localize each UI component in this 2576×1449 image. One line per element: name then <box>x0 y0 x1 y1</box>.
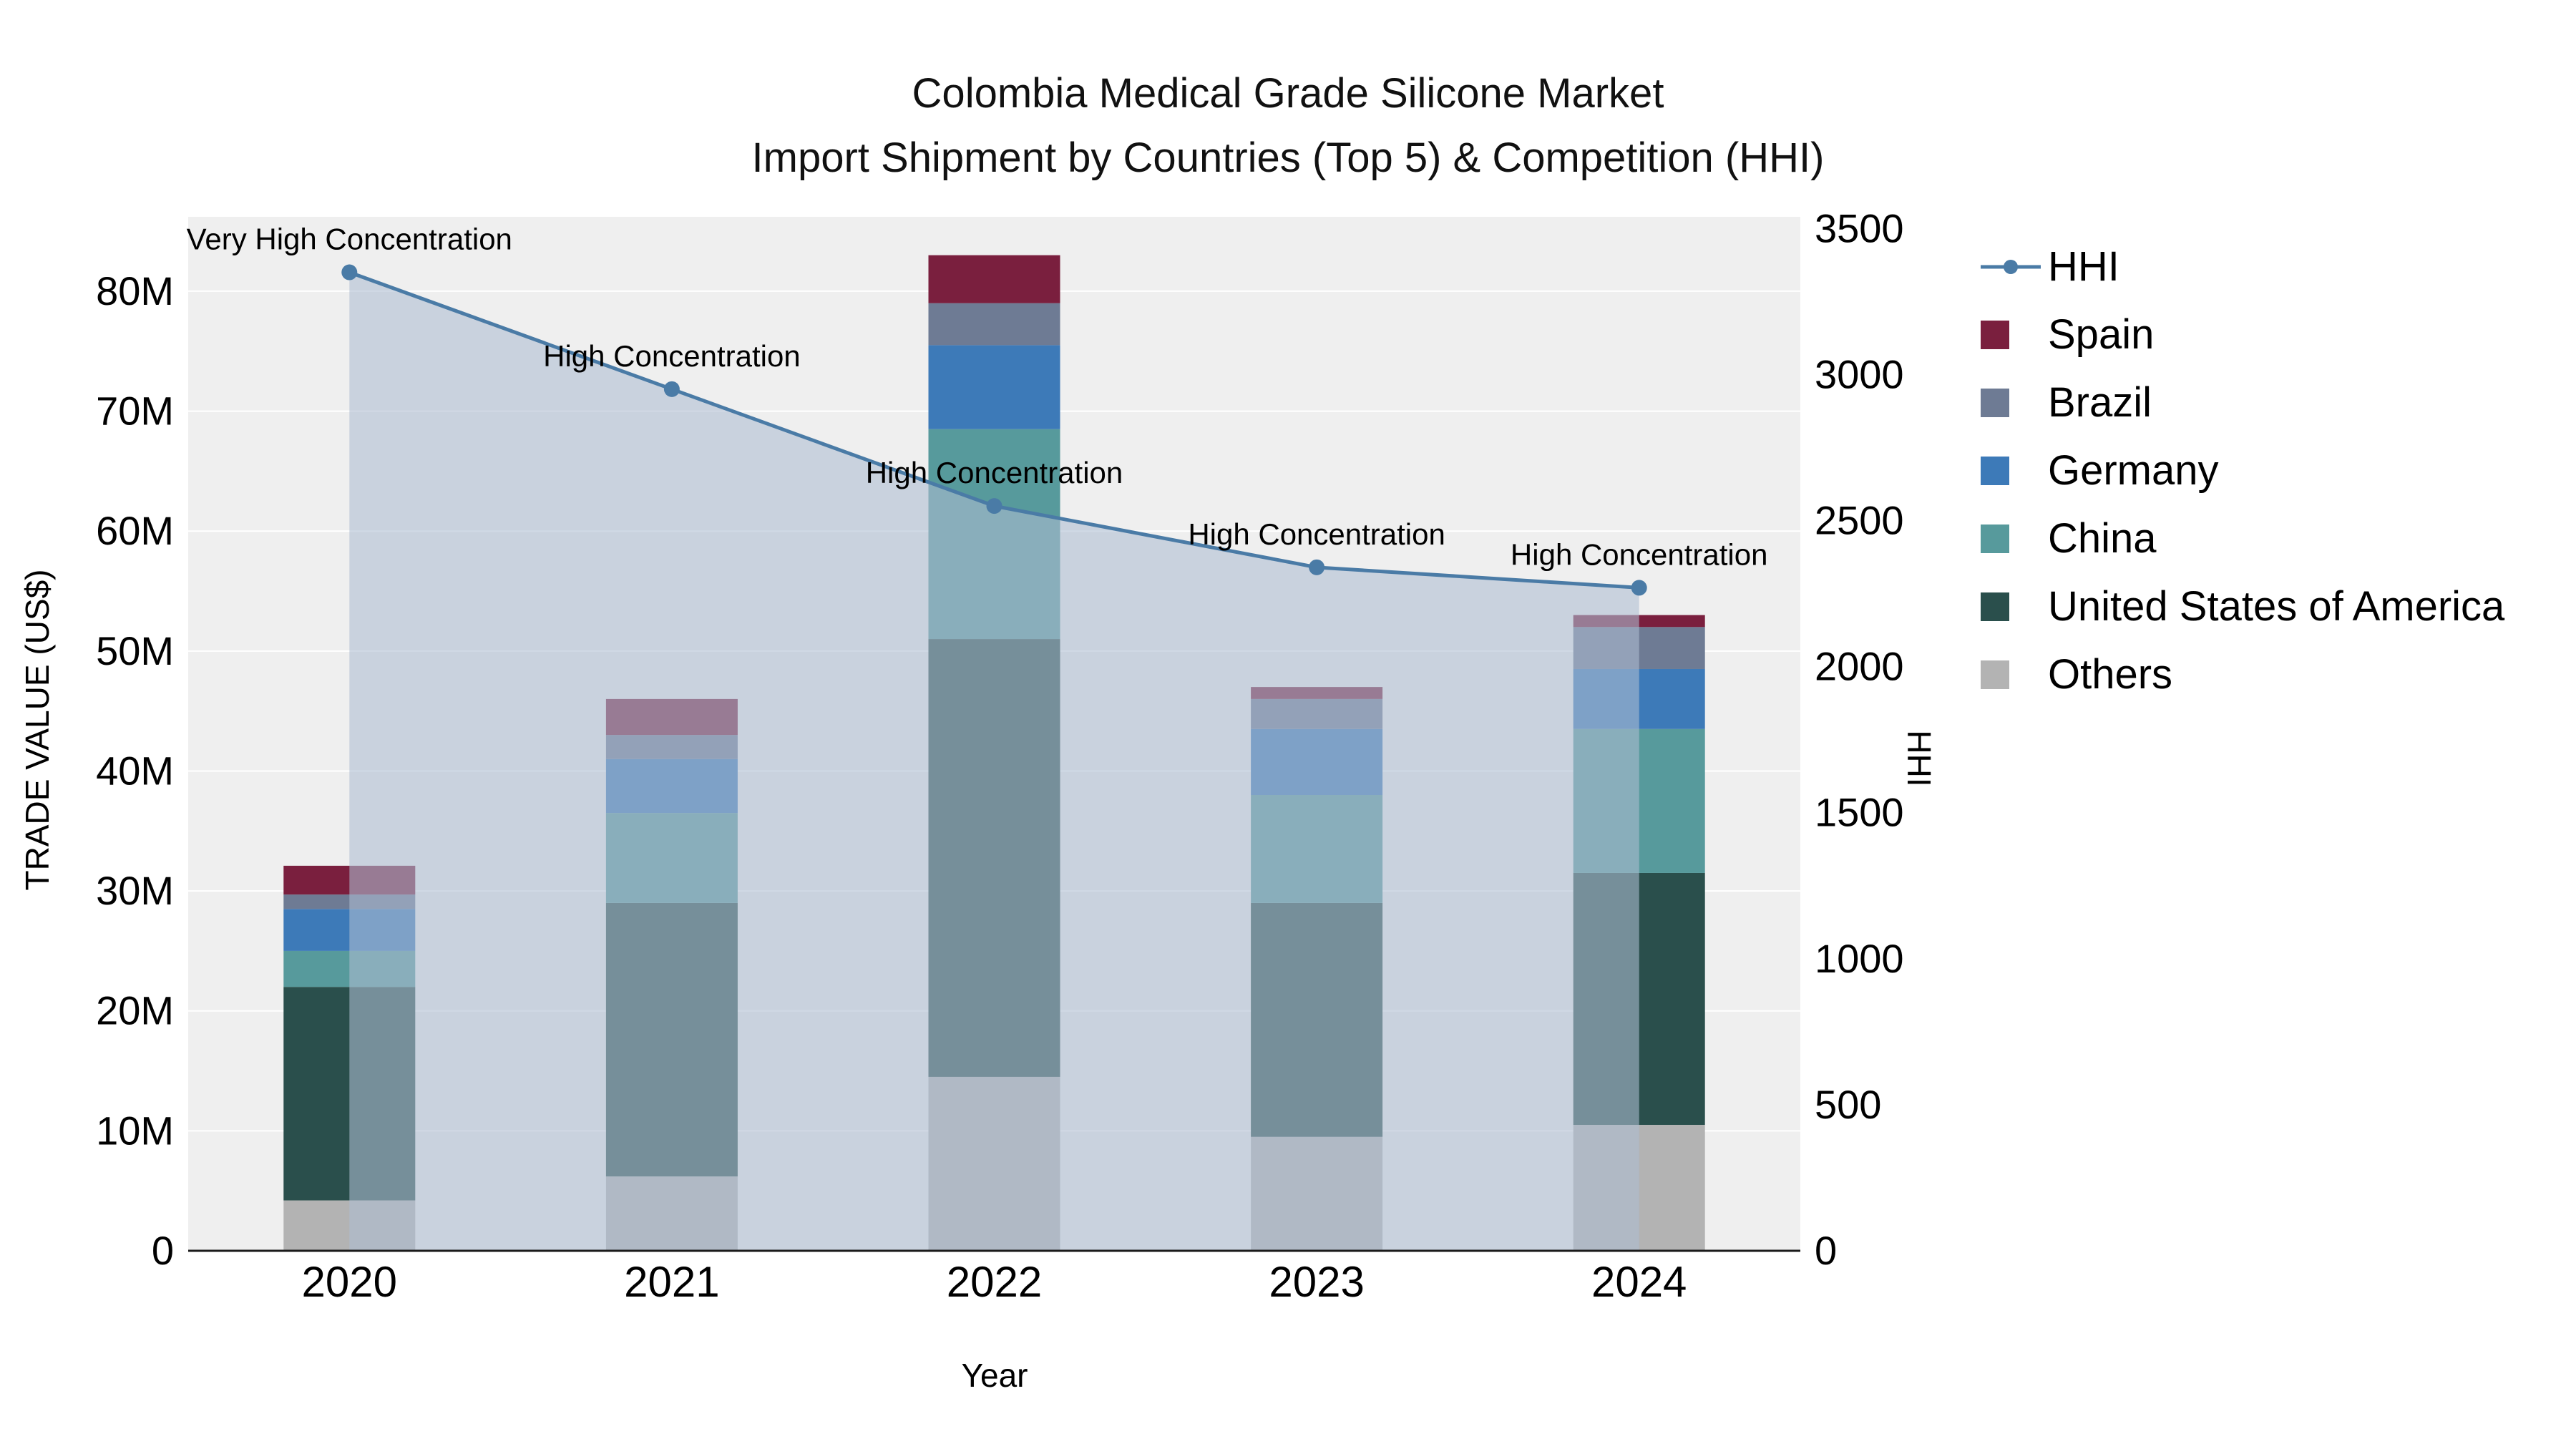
annotation-2023: High Concentration <box>1188 517 1445 551</box>
chart-title: Colombia Medical Grade Silicone Market I… <box>0 62 2576 190</box>
legend-label-brazil: Brazil <box>2048 379 2152 426</box>
legend-swatch-germany <box>1981 456 2041 485</box>
legend-item-others[interactable]: Others <box>1981 640 2504 708</box>
legend-swatch-china <box>1981 524 2041 553</box>
right-tick-0: 0 <box>1815 1228 1837 1273</box>
legend-item-brazil[interactable]: Brazil <box>1981 369 2504 436</box>
legend-swatch-others <box>1981 660 2041 689</box>
hhi-marker-2020 <box>341 264 358 280</box>
annotation-2021: High Concentration <box>543 339 801 373</box>
left-tick-80M: 80M <box>96 268 174 313</box>
chart-title-line1: Colombia Medical Grade Silicone Market <box>912 70 1664 117</box>
legend-item-germany[interactable]: Germany <box>1981 436 2504 504</box>
left-tick-40M: 40M <box>96 748 174 793</box>
legend-label-others: Others <box>2048 651 2173 698</box>
legend-label-spain: Spain <box>2048 311 2155 358</box>
hhi-line-symbol <box>1981 259 2041 274</box>
right-tick-1500: 1500 <box>1815 790 1904 835</box>
hhi-marker-2021 <box>663 381 680 397</box>
right-tick-2000: 2000 <box>1815 644 1904 689</box>
hhi-marker-2023 <box>1309 559 1325 575</box>
x-tick-2021: 2021 <box>624 1258 719 1306</box>
left-tick-70M: 70M <box>96 389 174 434</box>
bar-segment-brazil-2022 <box>928 303 1060 346</box>
legend-swatch-united-states-of-america <box>1981 592 2041 621</box>
legend-item-united-states-of-america[interactable]: United States of America <box>1981 572 2504 640</box>
bar-segment-spain-2022 <box>928 255 1060 303</box>
bar-segment-germany-2022 <box>928 345 1060 429</box>
x-axis-title: Year <box>961 1357 1028 1394</box>
legend-label-germany: Germany <box>2048 447 2219 494</box>
legend-label-china: China <box>2048 515 2157 562</box>
x-tick-2020: 2020 <box>302 1258 397 1306</box>
annotation-2022: High Concentration <box>866 456 1123 489</box>
right-tick-3500: 3500 <box>1815 205 1904 250</box>
legend-label-hhi: HHI <box>2048 243 2119 290</box>
left-tick-20M: 20M <box>96 988 174 1033</box>
annotation-2024: High Concentration <box>1511 537 1768 571</box>
legend-label-united-states-of-america: United States of America <box>2048 583 2505 630</box>
hhi-area <box>349 272 1639 1251</box>
hhi-marker-2024 <box>1631 580 1647 596</box>
legend-swatch-spain <box>1981 320 2041 349</box>
annotation-2020: Very High Concentration <box>187 223 512 256</box>
x-tick-2024: 2024 <box>1591 1258 1687 1306</box>
legend: HHI Spain Brazil Germany China United States … <box>1981 233 2504 708</box>
right-tick-1000: 1000 <box>1815 936 1904 981</box>
hhi-marker-2022 <box>986 498 1002 514</box>
left-tick-60M: 60M <box>96 508 174 553</box>
right-tick-3000: 3000 <box>1815 351 1904 396</box>
x-tick-2023: 2023 <box>1269 1258 1364 1306</box>
left-tick-0: 0 <box>152 1228 174 1273</box>
left-tick-10M: 10M <box>96 1108 174 1153</box>
right-tick-500: 500 <box>1815 1082 1881 1127</box>
chart-title-line2: Import Shipment by Countries (Top 5) & C… <box>751 135 1825 181</box>
legend-item-hhi[interactable]: HHI <box>1981 233 2504 301</box>
legend-item-china[interactable]: China <box>1981 504 2504 572</box>
left-tick-30M: 30M <box>96 868 174 913</box>
x-tick-2022: 2022 <box>947 1258 1042 1306</box>
legend-swatch-brazil <box>1981 388 2041 417</box>
right-tick-2500: 2500 <box>1815 498 1904 543</box>
legend-item-spain[interactable]: Spain <box>1981 301 2504 369</box>
left-tick-50M: 50M <box>96 628 174 673</box>
